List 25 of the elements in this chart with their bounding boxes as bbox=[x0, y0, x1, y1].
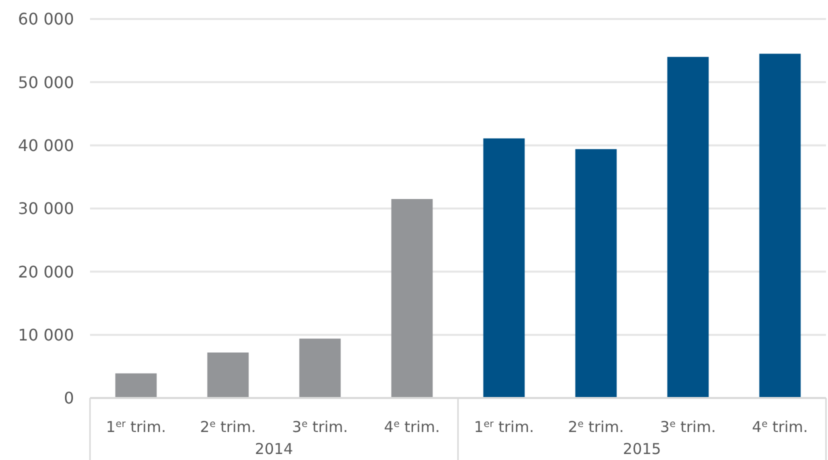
x-tick-label: 4$^{e}$ trim. bbox=[384, 418, 440, 436]
x-tick-label: 3$^{e}$ trim. bbox=[292, 418, 348, 436]
bar bbox=[207, 352, 249, 398]
y-tick-label: 50 000 bbox=[18, 72, 74, 92]
bar bbox=[667, 56, 709, 398]
text: 2015 bbox=[622, 440, 662, 458]
x-tick-label: 2$^{e}$ trim. bbox=[200, 418, 256, 436]
text: 2014 bbox=[254, 440, 294, 458]
x-tick-label: 3$^{e}$ trim. bbox=[660, 418, 716, 436]
bar bbox=[391, 199, 433, 398]
y-tick-label: 30 000 bbox=[18, 199, 74, 218]
y-tick-label: 60 000 bbox=[18, 10, 74, 29]
bar bbox=[115, 373, 157, 398]
x-tick-label: 1$^{er}$ trim. bbox=[106, 418, 166, 436]
bar bbox=[759, 54, 801, 398]
y-tick-label: 0 bbox=[64, 388, 74, 408]
y-tick-label: 10 000 bbox=[18, 325, 74, 344]
x-tick-label: 1$^{er}$ trim. bbox=[474, 418, 534, 436]
y-tick-label: 40 000 bbox=[18, 136, 74, 155]
x-tick-label: 2$^{e}$ trim. bbox=[568, 418, 624, 436]
bar bbox=[299, 338, 341, 398]
x-tick-label: 4$^{e}$ trim. bbox=[752, 418, 808, 436]
y-tick-label: 20 000 bbox=[18, 262, 74, 282]
bar bbox=[575, 149, 617, 398]
bar bbox=[483, 138, 525, 398]
